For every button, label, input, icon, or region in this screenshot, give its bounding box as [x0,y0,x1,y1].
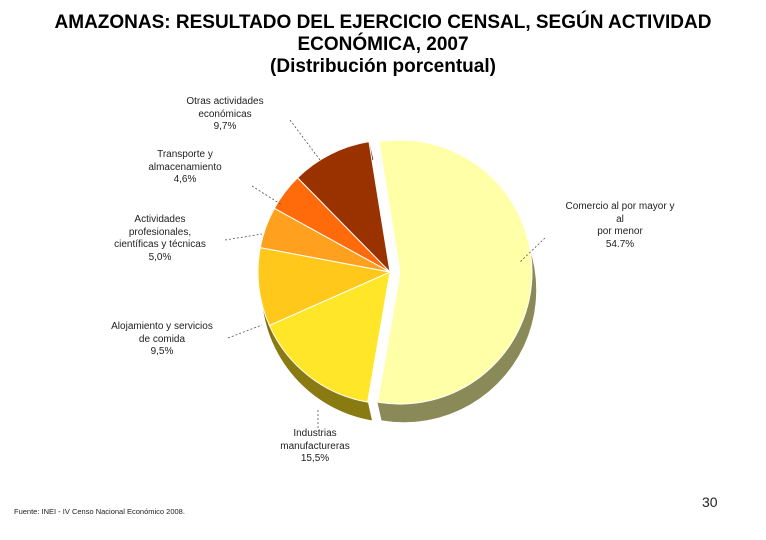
slice-label-name-line: Industrias [293,428,337,439]
chart-title-line-3: (Distribución porcentual) [270,56,496,77]
slice-label-value: 5,0% [148,251,172,263]
pie-slice-5 [296,141,391,274]
chart-title-line-2: ECONÓMICA, 2007 [297,34,469,55]
pie-slice-0 [377,139,533,405]
slice-label-name-line: Otras actividades [186,96,264,107]
slice-label-value: 15,5% [300,453,330,464]
page-number: 30 [702,494,718,510]
slice-label-2: Alojamiento y servicios de comida 9,5% [102,321,222,359]
leader-line-3 [224,233,263,241]
pie-slice-1 [268,271,391,403]
leader-line-2 [227,324,263,339]
slice-label-name-line: al [616,213,624,225]
slice-label-0: Comercio al por mayor y al por menor 54.7% [560,201,680,251]
slice-label-name-line: manufactureras [280,440,350,452]
chart-title: AMAZONAS: RESULTADO DEL EJERCICIO CENSAL… [0,12,766,78]
slice-label-name-line: Alojamiento y servicios [111,321,213,332]
slice-label-name-line: por menor [597,226,643,237]
slice-label-name-line: Actividades [134,214,186,225]
slice-label-5: Otras actividades económicas 9,7% [165,96,285,134]
pie-slices [257,139,533,405]
pie-slice-2 [257,247,392,327]
slice-label-name-line: de comida [138,333,186,345]
slice-label-1: Industrias manufactureras 15,5% [250,428,380,466]
source-note: Fuente: INEI - IV Censo Nacional Económi… [14,507,185,516]
slice-label-name-line: económicas [198,108,252,120]
slice-label-4: Transporte y almacenamiento 4,6% [125,149,245,187]
slice-label-value: 54.7% [605,238,635,250]
slice-label-value: 9,7% [213,121,237,132]
slice-label-3: Actividades profesionales, científicas y t… [100,214,220,264]
slice-label-name-line: almacenamiento [148,161,222,173]
slice-label-name-line: Comercio al por mayor y [565,201,675,212]
slice-label-value: 9,5% [150,346,174,357]
slice-label-value: 4,6% [173,174,197,185]
chart-title-line-1: AMAZONAS: RESULTADO DEL EJERCICIO CENSAL… [54,12,712,33]
slice-label-name-line: Transporte y [157,149,213,160]
leader-lines [224,119,546,428]
slice-label-name-line: profesionales, [128,226,192,238]
slice-label-name-line: científicas y técnicas [114,239,206,250]
leader-line-0 [519,237,546,263]
leader-line-5 [289,119,321,161]
leader-line-4 [251,185,283,206]
